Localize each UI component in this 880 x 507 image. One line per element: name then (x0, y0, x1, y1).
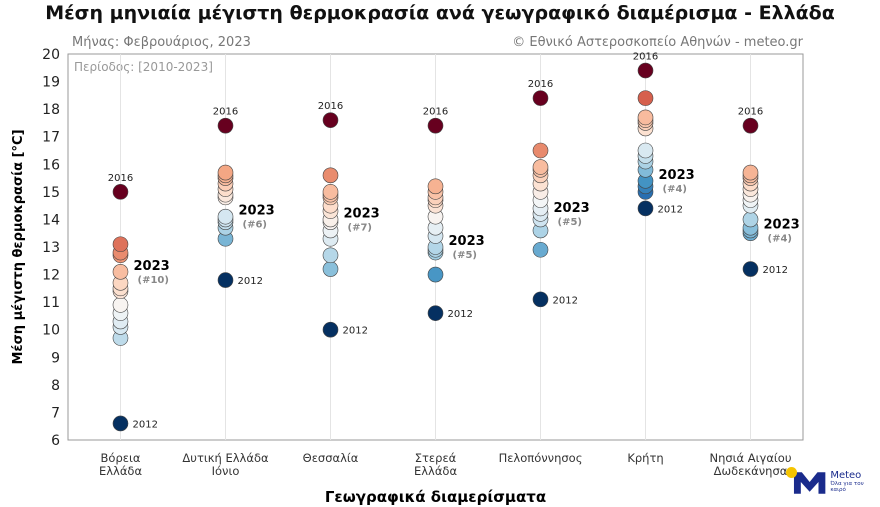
data-point (112, 415, 129, 432)
data-point (322, 261, 339, 277)
data-point (427, 305, 444, 321)
data-point (217, 272, 234, 288)
current-rank-label: (#6) (243, 220, 267, 231)
current-rank-label: (#5) (558, 217, 582, 228)
min-year-label: 2012 (658, 204, 683, 215)
subtitle-source: © Εθνικό Αστεροσκοπείο Αθηνών - meteo.gr (512, 35, 803, 50)
max-year-label: 2016 (528, 79, 553, 90)
category-label: Δωδεκάνησα (714, 464, 788, 478)
data-point (217, 164, 234, 181)
min-year-label: 2012 (238, 276, 263, 287)
y-tick-label: 8 (51, 378, 60, 394)
y-tick-label: 15 (42, 185, 60, 201)
data-point (637, 90, 654, 106)
data-point (322, 112, 339, 128)
data-point (532, 142, 549, 159)
category-label: Θεσσαλία (303, 451, 359, 465)
y-tick-label: 18 (42, 102, 60, 118)
y-tick-label: 17 (42, 130, 60, 146)
data-point (112, 297, 129, 313)
data-point (112, 236, 129, 253)
data-point (112, 184, 129, 200)
current-rank-label: (#7) (348, 222, 372, 233)
category-label: Πελοπόννησος (499, 451, 583, 465)
current-year-label: 2023 (344, 206, 380, 221)
category-label: Δυτική Ελλάδα (182, 451, 269, 465)
data-point (742, 261, 759, 277)
max-year-label: 2016 (318, 101, 343, 112)
data-point (427, 178, 444, 195)
data-point (322, 167, 339, 184)
max-year-label: 2016 (423, 107, 448, 118)
y-tick-label: 7 (51, 405, 60, 421)
category-label: Νησιά Αιγαίου (709, 451, 791, 465)
current-year-label: 2023 (449, 234, 485, 249)
current-rank-label: (#10) (138, 275, 169, 286)
category-label: Στερεά (415, 451, 457, 465)
data-point (322, 247, 339, 264)
data-point (742, 164, 759, 181)
data-point (217, 117, 234, 134)
current-rank-label: (#4) (768, 233, 792, 244)
min-year-label: 2012 (343, 326, 368, 337)
max-year-label: 2016 (213, 107, 238, 118)
data-point (637, 109, 654, 126)
y-tick-label: 12 (42, 268, 60, 284)
logo-tagline: Όλα για τον καιρό (830, 481, 864, 493)
data-point (637, 200, 654, 217)
data-point (217, 208, 234, 225)
y-axis-label: Μέση μέγιστη θερμοκρασία [°C] (11, 129, 26, 364)
y-tick-label: 9 (51, 350, 60, 366)
current-year-label: 2023 (659, 168, 695, 183)
period-label: Περίοδος: [2010-2023] (74, 60, 213, 74)
y-tick-label: 19 (42, 75, 60, 91)
max-year-label: 2016 (108, 173, 133, 184)
data-point (637, 142, 654, 159)
current-rank-label: (#5) (453, 250, 477, 261)
category-label: Κρήτη (627, 451, 663, 465)
data-point (427, 117, 444, 134)
data-point (112, 264, 129, 280)
category-label: Βόρεια (101, 451, 141, 465)
data-point (322, 321, 339, 338)
data-point (427, 266, 444, 283)
subtitle-month: Μήνας: Φεβρουάριος, 2023 (72, 35, 251, 50)
max-year-label: 2016 (633, 52, 658, 63)
data-point (322, 184, 339, 200)
y-tick-label: 13 (42, 240, 60, 256)
min-year-label: 2012 (133, 419, 158, 430)
current-year-label: 2023 (239, 204, 275, 219)
min-year-label: 2012 (763, 265, 788, 276)
y-tick-label: 10 (42, 323, 60, 339)
current-year-label: 2023 (134, 259, 170, 274)
min-year-label: 2012 (448, 309, 473, 320)
current-rank-label: (#4) (663, 184, 687, 195)
min-year-label: 2012 (553, 295, 578, 306)
chart-title: Μέση μηνιαία μέγιστη θερμοκρασία ανά γεω… (45, 2, 835, 24)
y-tick-label: 16 (42, 157, 60, 173)
category-label: Ελλάδα (414, 464, 457, 478)
y-tick-label: 6 (51, 433, 60, 449)
data-point (532, 291, 549, 308)
current-year-label: 2023 (554, 201, 590, 216)
x-axis-label: Γεωγραφικά διαμερίσματα (325, 488, 546, 506)
logo-name: Meteo (830, 470, 862, 481)
y-tick-label: 11 (42, 295, 60, 311)
data-point (532, 241, 549, 258)
category-label: Ιόνιο (212, 464, 240, 478)
max-year-label: 2016 (738, 107, 763, 118)
data-point (532, 90, 549, 106)
data-point (532, 159, 549, 175)
data-point (742, 117, 759, 134)
data-point (637, 62, 654, 79)
category-label: Ελλάδα (99, 464, 142, 478)
current-year-label: 2023 (764, 217, 800, 232)
meteo-logo: Meteo Όλα για τον καιρό (786, 467, 880, 496)
data-point (742, 211, 759, 228)
y-tick-label: 14 (42, 212, 60, 228)
y-tick-label: 20 (42, 47, 60, 63)
